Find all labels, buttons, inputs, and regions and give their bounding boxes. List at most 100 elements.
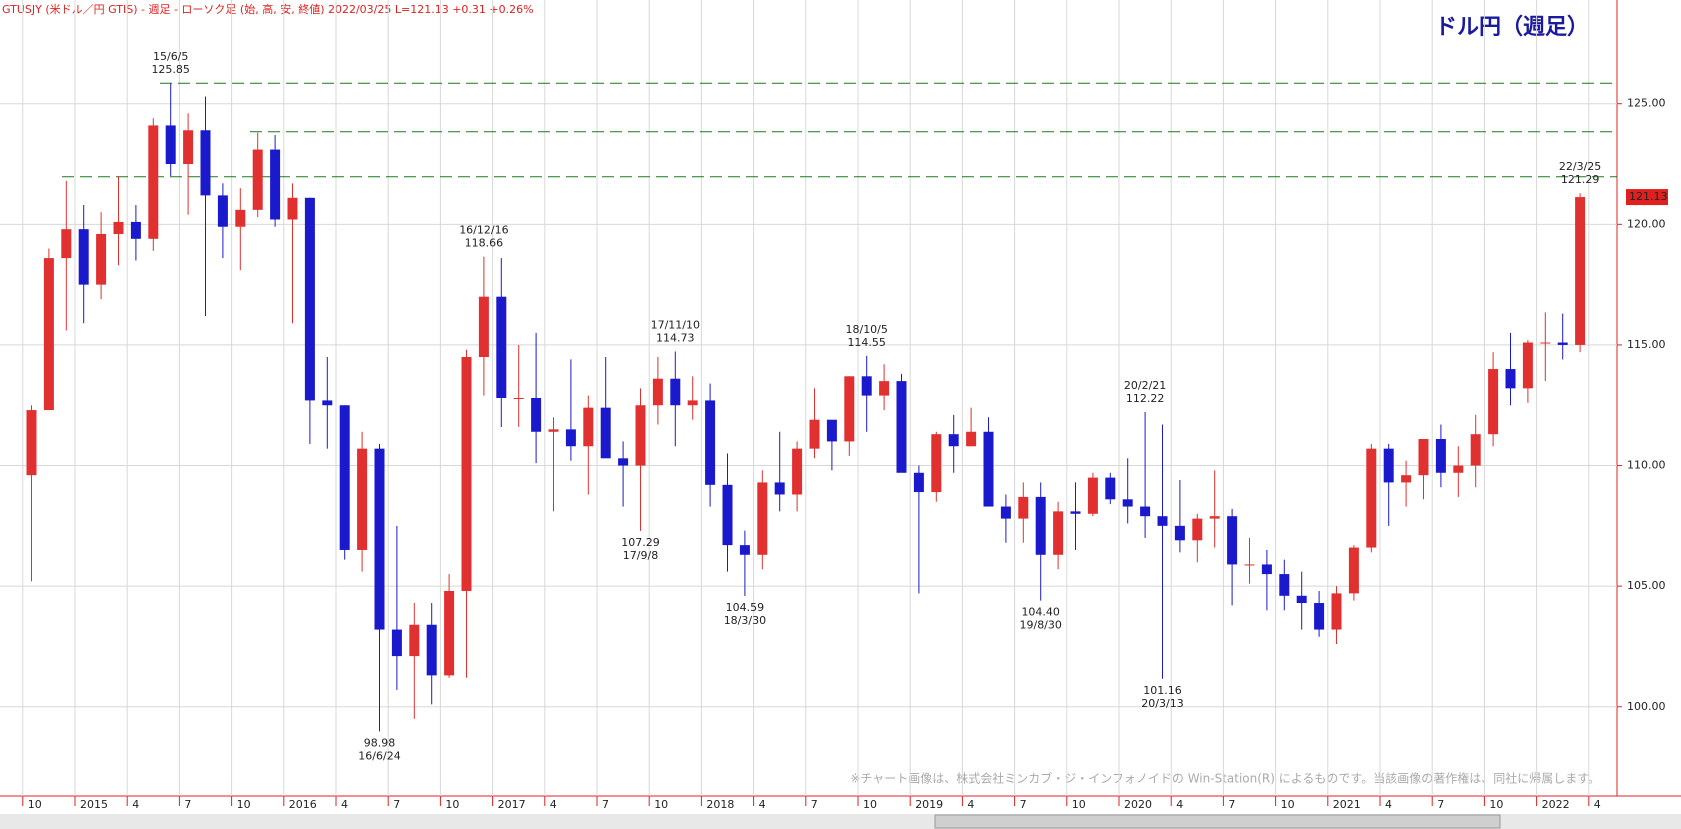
candle-body [1000, 506, 1011, 519]
annotation-value: 98.98 [364, 736, 396, 749]
candle-body [1418, 439, 1429, 476]
candle-body [148, 125, 159, 239]
candle-body [652, 378, 663, 406]
candle-body [478, 296, 489, 357]
candle-body [1557, 342, 1568, 345]
annotation-date: 20/2/21 [1124, 379, 1166, 392]
candle-body [705, 400, 716, 485]
candle-body [496, 296, 507, 398]
x-tick-label: 7 [811, 798, 818, 811]
candle-body [1174, 525, 1185, 541]
x-tick-label: 7 [184, 798, 191, 811]
candle-body [1331, 593, 1342, 630]
candle-body [618, 458, 629, 466]
candle-body [391, 629, 402, 657]
x-tick-label: 2017 [498, 798, 526, 811]
candle-body [165, 125, 176, 165]
scroll-thumb[interactable] [934, 814, 1501, 829]
x-tick-label: 2016 [289, 798, 317, 811]
candle-body [1540, 342, 1551, 344]
annotation-date: 22/3/25 [1559, 160, 1601, 173]
candle-body [78, 229, 89, 285]
candle-body [1522, 342, 1533, 389]
y-tick-label: 110.00 [1627, 459, 1666, 472]
annotation-value: 114.73 [656, 331, 695, 344]
candle-body [513, 398, 524, 399]
x-tick-label: 2015 [80, 798, 108, 811]
candle-body [565, 429, 576, 447]
candle-body [1227, 516, 1238, 565]
x-tick-label: 4 [759, 798, 766, 811]
candle-body [217, 195, 228, 227]
x-tick-label: 10 [863, 798, 877, 811]
x-tick-label: 2022 [1542, 798, 1570, 811]
candle-body [583, 407, 594, 447]
candle-body [635, 405, 646, 466]
x-tick-label: 4 [1594, 798, 1601, 811]
candle-body [1488, 369, 1499, 435]
annotation-date: 18/10/5 [845, 323, 887, 336]
candle-body [1366, 448, 1377, 548]
annotation-date: 16/12/16 [459, 224, 508, 237]
candle-body [879, 381, 890, 396]
candle-body [1070, 511, 1081, 514]
candle-body [409, 624, 420, 657]
candle-body [931, 434, 942, 493]
annotation-value: 125.85 [151, 63, 190, 76]
x-tick-label: 2020 [1124, 798, 1152, 811]
candle-body [1279, 574, 1290, 596]
candle-body [1087, 477, 1098, 514]
candle-body [322, 400, 333, 406]
candle-body [1122, 499, 1133, 507]
candle-body [1053, 511, 1064, 555]
candle-body [687, 400, 698, 406]
candle-body [983, 431, 994, 507]
annotation-value: 104.40 [1021, 606, 1060, 619]
candle-body [1575, 197, 1586, 345]
annotation-value: 114.55 [847, 336, 886, 349]
candle-body [531, 398, 542, 432]
candle-body [1470, 434, 1481, 466]
candle-body [130, 221, 141, 239]
x-tick-label: 7 [1437, 798, 1444, 811]
candle-body [1192, 518, 1203, 541]
candle-body [252, 149, 263, 210]
candle-body [948, 434, 959, 447]
candle-body [1296, 595, 1307, 604]
candle-body [339, 405, 350, 550]
candle-body [774, 482, 785, 495]
x-tick-label: 4 [341, 798, 348, 811]
chart-title: GTUSJY (米ドル／円 GTIS) - 週足 - ローソク足 (始, 高, … [2, 2, 534, 16]
y-tick-label: 125.00 [1627, 97, 1666, 110]
candle-body [113, 221, 124, 234]
x-tick-label: 10 [1281, 798, 1295, 811]
annotation-date: 15/6/5 [153, 50, 188, 63]
candle-body [1018, 496, 1029, 519]
candle-body [670, 378, 681, 406]
scrollbar[interactable] [0, 814, 1681, 829]
candle-body [809, 419, 820, 449]
candle-body [792, 448, 803, 495]
x-tick-label: 4 [967, 798, 974, 811]
annotation-date: 16/6/24 [358, 749, 400, 762]
candle-body [444, 590, 455, 676]
candle-body [1105, 477, 1116, 500]
candle-body [43, 258, 54, 411]
candle-body [1435, 439, 1446, 473]
x-tick-label: 4 [1385, 798, 1392, 811]
annotation-value: 121.29 [1561, 173, 1600, 186]
candle-body [548, 429, 559, 432]
annotation-value: 112.22 [1126, 392, 1165, 405]
candle-body [1453, 465, 1464, 473]
candle-body [304, 197, 315, 401]
x-tick-label: 7 [1020, 798, 1027, 811]
candle-body [1140, 506, 1151, 517]
x-tick-label: 7 [1228, 798, 1235, 811]
x-tick-label: 4 [550, 798, 557, 811]
x-tick-label: 10 [1072, 798, 1086, 811]
candle-body [270, 149, 281, 220]
candle-body [426, 624, 437, 676]
candle-body [722, 484, 733, 546]
candle-body [966, 431, 977, 447]
